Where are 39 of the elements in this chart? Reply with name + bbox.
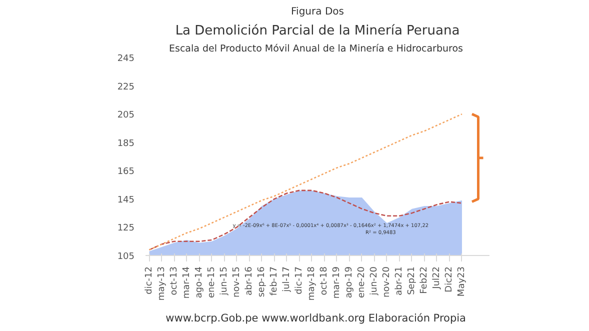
x-tick-label: feb-17 <box>269 266 280 296</box>
y-tick-label: 225 <box>117 82 135 92</box>
x-tick-label: oct-13 <box>169 266 180 296</box>
x-tick-label: Feb22 <box>419 266 430 294</box>
y-tick-label: 185 <box>117 138 135 149</box>
text: www.bcrp.Gob.pe www.worldbank.org Elaboración Propia <box>166 312 466 324</box>
x-tick-label: may-13 <box>156 266 167 301</box>
x-tick-label: ene-15 <box>206 266 217 298</box>
y-tick-label: 125 <box>117 224 135 234</box>
x-tick-label: abr-21 <box>394 266 404 296</box>
chart-subtitle: Escala del Producto Móvil Anual de la Minería e Hidrocarburos <box>169 44 464 54</box>
y-tick-label: 205 <box>117 110 135 121</box>
x-tick-label: nov-20 <box>382 266 392 298</box>
y-tick-label: 145 <box>117 195 135 206</box>
x-tick-label: abr-16 <box>244 266 254 296</box>
x-tick-label: dic-12 <box>144 266 154 294</box>
chart-title: La Demolición Parcial de la Minería Peruana <box>175 24 460 38</box>
x-tick-label: nov-15 <box>232 266 242 298</box>
x-tick-label: May23 <box>456 266 467 297</box>
x-tick-label: jul-17 <box>282 266 292 293</box>
y-tick-label: 105 <box>117 252 135 262</box>
line-series <box>148 113 463 250</box>
x-tick-label: mar-19 <box>332 266 342 299</box>
x-tick-label: jun-20 <box>369 266 380 296</box>
x-tick-label: mar-14 <box>182 266 192 299</box>
y-tick-label: 165 <box>117 167 135 178</box>
text: Figura Dos <box>291 6 344 18</box>
x-tick-label: Jul22 <box>432 266 442 290</box>
x-tick-label: oct-18 <box>319 266 330 296</box>
x-tick-label: ago-14 <box>194 266 204 298</box>
x-tick-label: sep-16 <box>256 266 267 298</box>
y-tick-label: 245 <box>117 54 135 64</box>
x-tick-label: may-18 <box>306 266 317 301</box>
x-tick-label: jun-15 <box>219 266 230 296</box>
x-tick-label: ago-19 <box>344 266 354 298</box>
x-tick-label: ene-20 <box>356 266 367 298</box>
x-tick-label: dic-17 <box>294 266 304 294</box>
x-tick-label: Dic22 <box>444 266 454 292</box>
x-tick-label: Sep21 <box>406 266 417 295</box>
